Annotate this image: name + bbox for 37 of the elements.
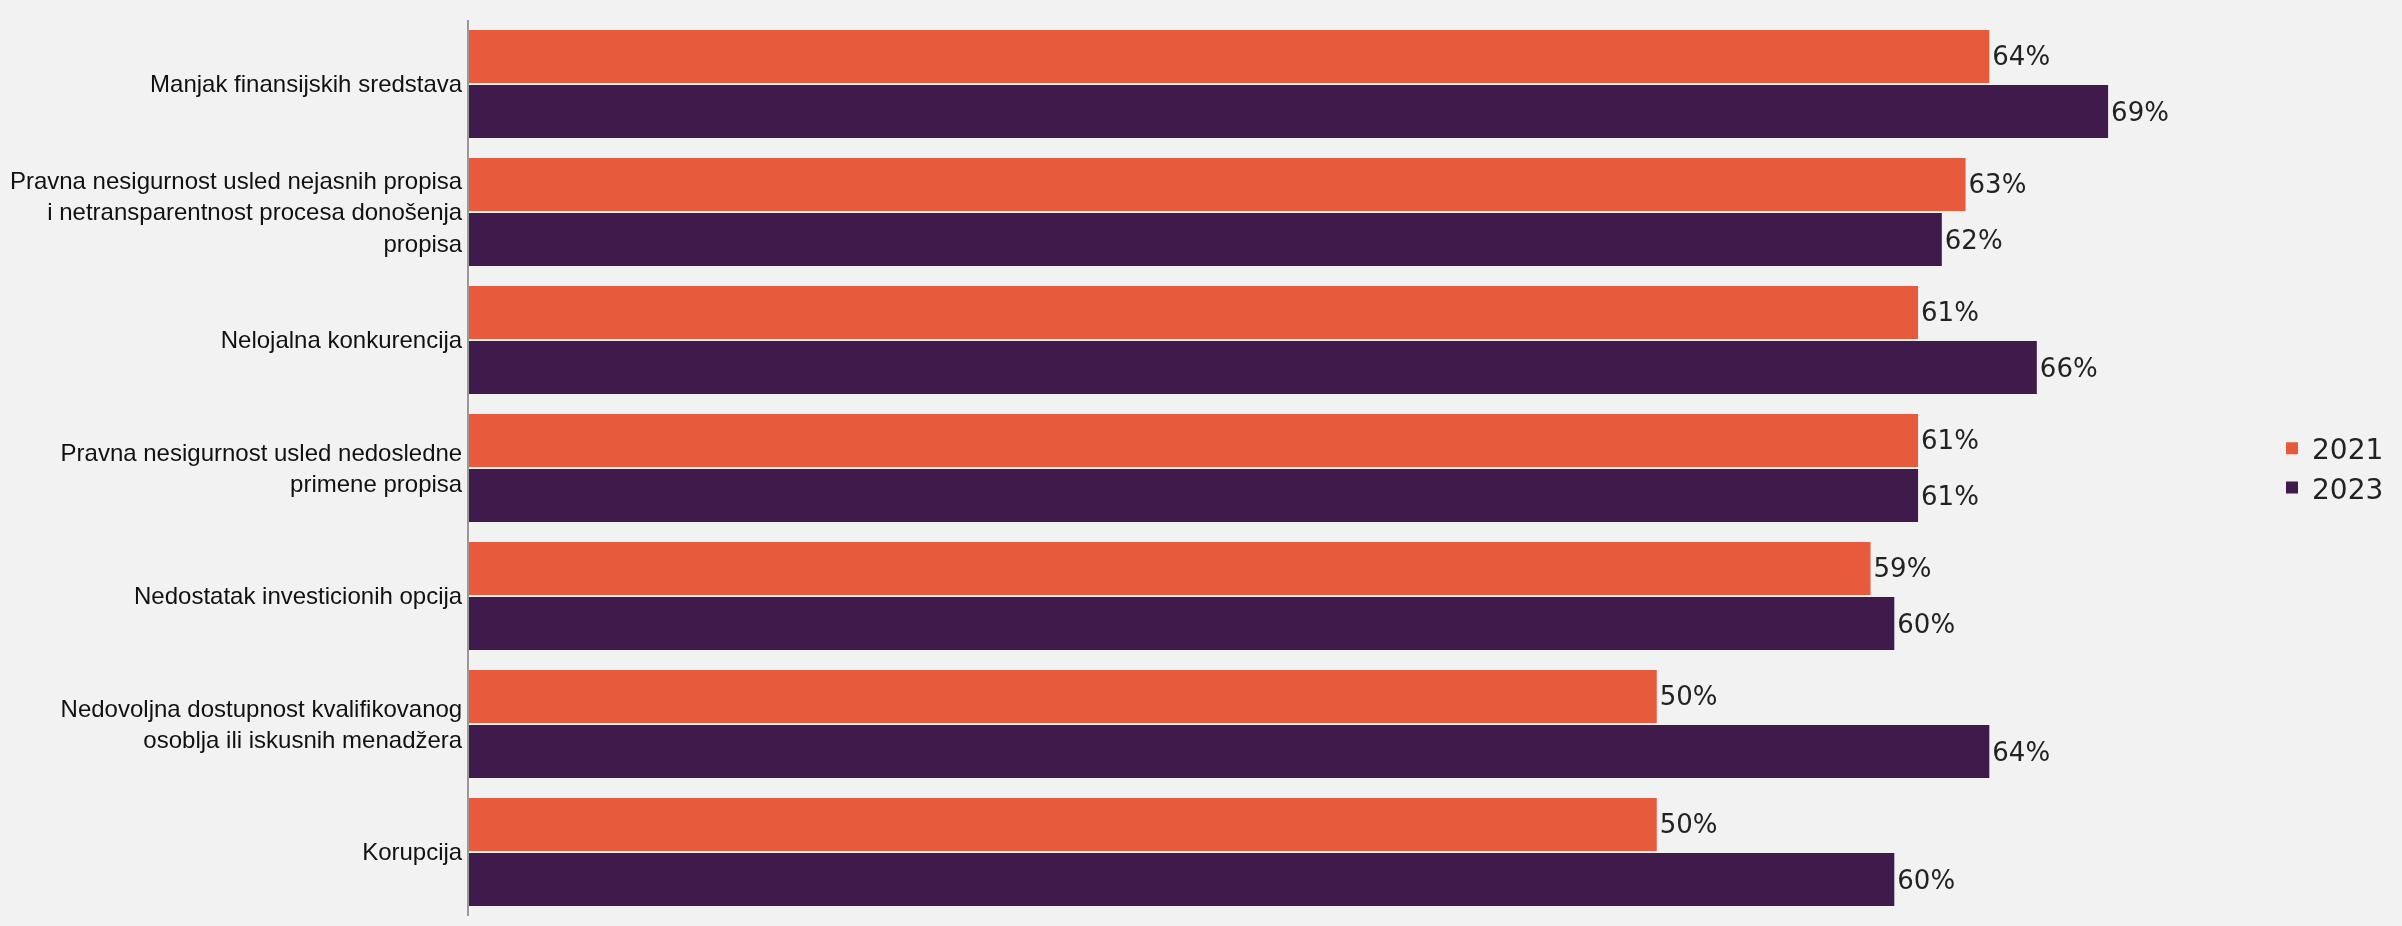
y-tick-label: Korupcija xyxy=(362,838,463,866)
bar xyxy=(469,158,1966,211)
data-label: 59% xyxy=(1873,553,1932,584)
y-tick-label: Nedovoljna dostupnost kvalifikovanog osoblja ili iskusnih menadžera xyxy=(60,694,463,753)
bar xyxy=(469,213,1942,266)
legend-label: 2021 xyxy=(2312,433,2384,467)
bar xyxy=(469,30,1990,83)
data-label: 64% xyxy=(1992,41,2051,72)
data-label: 61% xyxy=(1921,480,1979,511)
data-label: 61% xyxy=(1921,297,1979,328)
y-tick-label: Pravna nesigurnost usled nejasnih propisa i netransparentnost procesa donošenja propisa xyxy=(9,167,463,257)
data-label: 69% xyxy=(2111,96,2169,127)
data-label: 64% xyxy=(1992,736,2051,767)
data-label: 50% xyxy=(1659,681,1718,712)
bar xyxy=(469,542,1871,595)
bar xyxy=(469,597,1895,650)
data-label: 61% xyxy=(1921,425,1979,456)
bar xyxy=(469,85,2109,138)
bar xyxy=(469,853,1895,906)
bar xyxy=(469,725,1990,778)
y-tick-label: Nedostatak investicionih opcija xyxy=(134,582,463,610)
data-label: 60% xyxy=(1897,608,1956,639)
y-tick-label: Pravna nesigurnost usled nedosledne primene propisa xyxy=(60,438,463,497)
bar xyxy=(469,341,2037,394)
bar xyxy=(469,798,1657,851)
bar xyxy=(469,670,1657,723)
y-tick-label: Manjak finansijskih sredstava xyxy=(150,70,463,98)
bar xyxy=(469,469,1919,522)
data-label: 66% xyxy=(2039,352,2098,383)
y-tick-label: Nelojalna konkurencija xyxy=(220,326,463,354)
legend-label: 2023 xyxy=(2312,472,2384,506)
data-label: 63% xyxy=(1968,169,2027,200)
data-label: 60% xyxy=(1897,864,1956,895)
bar xyxy=(469,286,1919,339)
data-label: 50% xyxy=(1659,809,1718,840)
bar xyxy=(469,414,1919,467)
data-label: 62% xyxy=(1944,224,2003,255)
